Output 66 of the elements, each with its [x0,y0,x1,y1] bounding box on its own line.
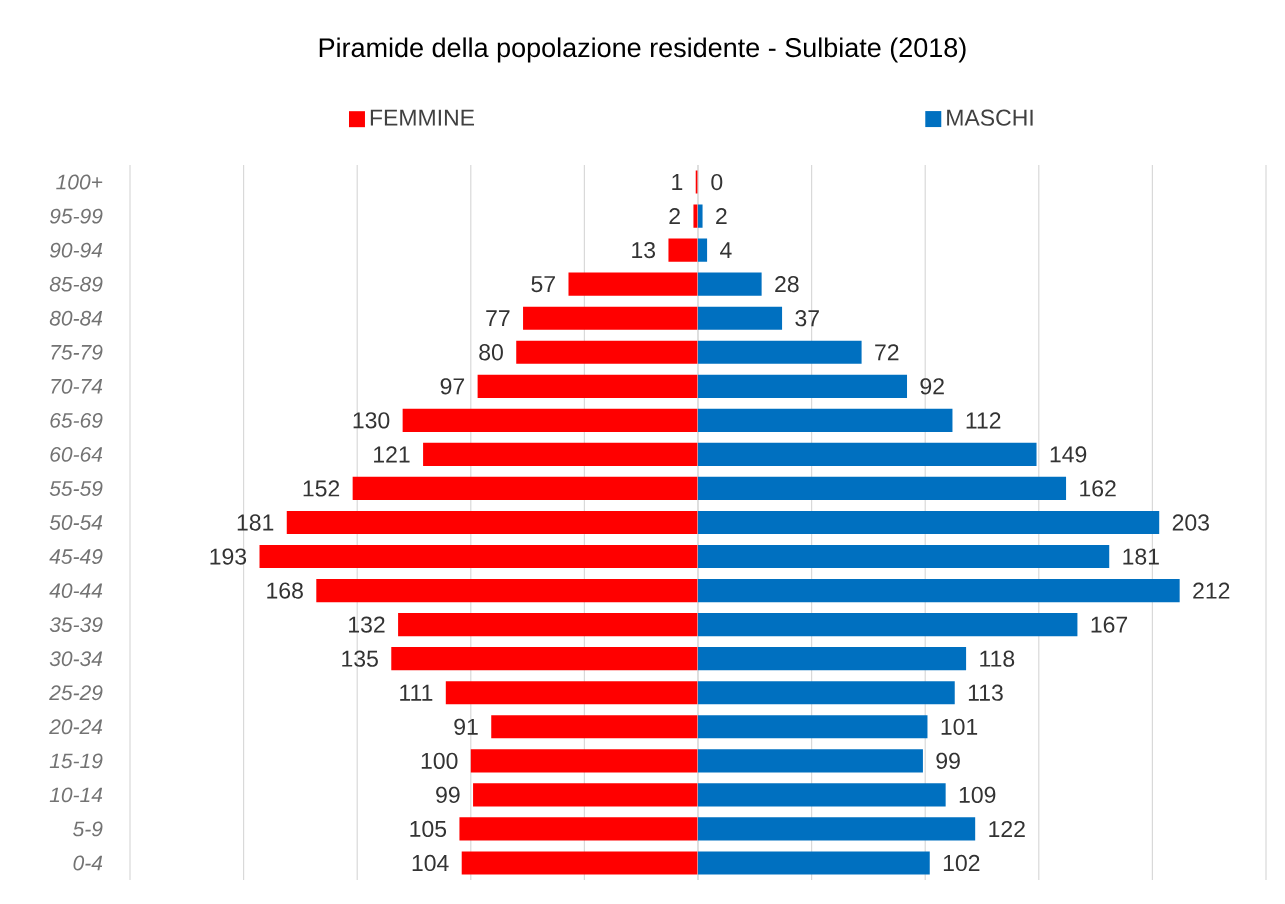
data-label: 97 [440,378,465,395]
y-tick-label: 50-54 [49,515,103,530]
y-tick-label: 75-79 [51,344,103,360]
y-tick-label: 0-4 [73,855,103,871]
y-tick-label: 35-39 [49,617,103,633]
y-tick-label: 5-9 [73,821,103,837]
data-label: 57 [531,276,555,293]
data-label: 80 [479,344,503,361]
data-label: 203 [1172,514,1209,531]
y-tick-label: 55-59 [49,481,103,496]
data-label: 135 [342,650,378,667]
data-label: 0 [711,173,723,191]
y-tick-label: 25-29 [49,685,103,701]
data-label: 28 [775,276,799,293]
y-tick-label: 45-49 [49,549,103,564]
legend-label: MASCHI [947,109,1033,126]
data-label: 113 [968,684,1003,701]
data-label: 111 [400,684,433,701]
data-label: 91 [454,718,478,735]
y-tick-label: 15-19 [49,753,103,769]
data-label: 112 [966,412,1001,429]
y-tick-label: 65-69 [50,412,103,428]
data-label: 130 [353,412,390,429]
data-label: 162 [1080,480,1116,497]
y-tick-label: 85-89 [49,276,103,292]
y-tick-label: 70-74 [51,378,103,394]
data-label: 100 [421,752,458,769]
data-label: 132 [349,616,385,633]
data-label: 13 [632,241,656,259]
y-tick-label: 90-94 [49,242,103,258]
chart-title: Piramide della popolazione residente - Sulbiate (2018) [319,37,966,63]
data-label: 121 [374,446,410,463]
y-tick-label: 20-24 [49,719,103,735]
y-tick-label: 80-84 [49,310,103,326]
data-label: 181 [237,514,274,531]
data-label: 37 [795,310,819,327]
data-label: 149 [1050,446,1087,463]
data-label: 92 [920,378,944,395]
data-label: 2 [669,208,680,225]
data-label: 109 [959,786,996,804]
data-label: 167 [1091,616,1128,633]
y-tick-label: 100+ [56,174,103,190]
y-tick-label: 40-44 [49,583,103,599]
data-label: 1 [672,174,683,190]
data-label: 4 [720,242,732,259]
data-label: 168 [267,582,303,599]
y-tick-label: 95-99 [49,208,103,224]
data-label: 101 [941,718,978,735]
legend-label: FEMMINE [370,109,475,126]
data-label: 181 [1123,548,1159,565]
data-label: 77 [486,310,510,327]
data-label: 122 [989,820,1025,837]
y-tick-label: 10-14 [49,787,103,803]
data-label: 152 [303,480,340,497]
data-label: 118 [980,650,1015,667]
y-tick-label: 30-34 [49,651,103,667]
y-tick-label: 60-64 [50,446,103,462]
data-label: 2 [716,208,727,225]
data-label: 72 [875,344,899,361]
data-label: 104 [412,854,449,872]
data-label: 212 [1193,582,1230,599]
data-label: 99 [436,786,460,804]
data-label: 193 [210,548,247,565]
data-label: 105 [410,820,447,838]
data-label: 99 [936,752,960,769]
data-label: 102 [943,854,980,872]
